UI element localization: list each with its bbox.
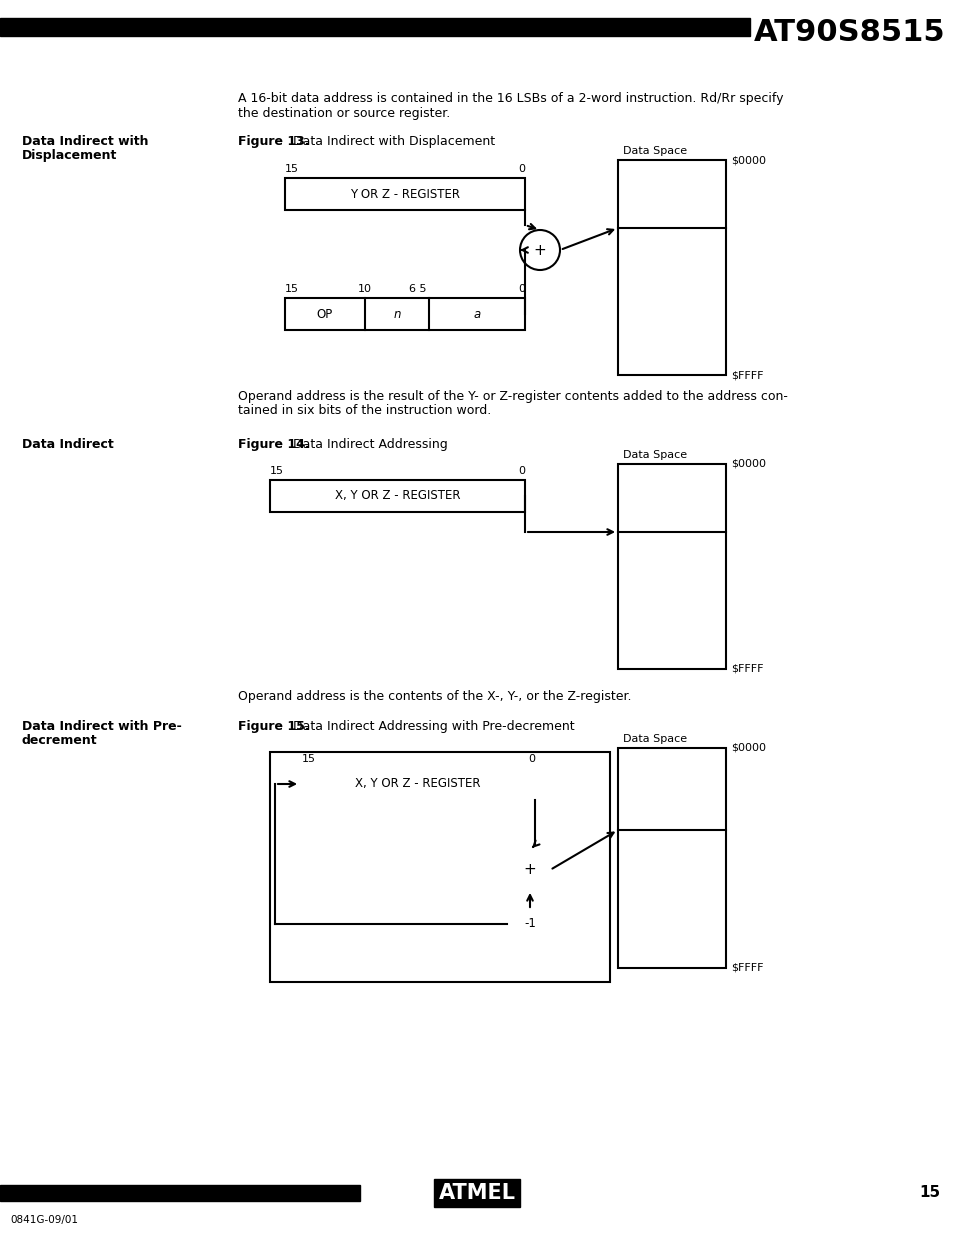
Text: Figure 14.: Figure 14. — [237, 438, 310, 451]
Text: X, Y OR Z - REGISTER: X, Y OR Z - REGISTER — [335, 489, 459, 503]
Text: Operand address is the result of the Y- or Z-register contents added to the addr: Operand address is the result of the Y- … — [237, 390, 787, 403]
Bar — [299, 768, 535, 800]
Text: decrement: decrement — [22, 734, 97, 747]
Text: the destination or source register.: the destination or source register. — [237, 107, 450, 120]
Text: Operand address is the contents of the X-, Y-, or the Z-register.: Operand address is the contents of the X… — [237, 690, 631, 703]
Bar — [285, 178, 524, 210]
Text: A 16-bit data address is contained in the 16 LSBs of a 2-word instruction. Rd/Rr: A 16-bit data address is contained in th… — [237, 91, 782, 105]
Text: 15: 15 — [302, 755, 315, 764]
Circle shape — [519, 230, 559, 270]
Text: 0: 0 — [517, 466, 524, 475]
Bar — [0, 19, 749, 36]
Bar — [618, 161, 725, 375]
Text: Data Indirect: Data Indirect — [22, 438, 113, 451]
Text: $0000: $0000 — [730, 156, 765, 165]
Text: Displacement: Displacement — [22, 149, 117, 162]
Text: -1: -1 — [523, 918, 536, 930]
Text: Data Indirect Addressing: Data Indirect Addressing — [293, 438, 447, 451]
Bar — [618, 464, 725, 669]
Text: AT90S8515: AT90S8515 — [753, 17, 944, 47]
Text: OP: OP — [316, 308, 333, 321]
Text: ATMEL: ATMEL — [438, 1183, 515, 1203]
Text: +: + — [533, 242, 546, 258]
Text: 6 5: 6 5 — [409, 284, 427, 294]
Text: Data Space: Data Space — [622, 450, 686, 459]
Text: 0: 0 — [517, 164, 524, 174]
Text: Figure 13.: Figure 13. — [237, 135, 309, 148]
Text: Data Indirect Addressing with Pre-decrement: Data Indirect Addressing with Pre-decrem… — [293, 720, 574, 734]
Text: 15: 15 — [270, 466, 284, 475]
Text: $FFFF: $FFFF — [730, 370, 762, 380]
Bar — [270, 480, 524, 513]
Circle shape — [510, 850, 550, 890]
Text: Data Space: Data Space — [622, 146, 686, 156]
Text: 15: 15 — [918, 1186, 939, 1200]
Text: Y OR Z - REGISTER: Y OR Z - REGISTER — [350, 188, 459, 200]
Text: 0: 0 — [527, 755, 535, 764]
Bar — [270, 752, 609, 982]
Text: 15: 15 — [285, 284, 298, 294]
Bar — [618, 748, 725, 968]
Text: 0: 0 — [517, 284, 524, 294]
Text: $0000: $0000 — [730, 459, 765, 469]
Bar — [285, 298, 524, 330]
Text: +: + — [523, 862, 536, 878]
Bar — [0, 1186, 359, 1200]
Text: Data Indirect with Displacement: Data Indirect with Displacement — [293, 135, 495, 148]
Text: a: a — [473, 308, 480, 321]
Text: $0000: $0000 — [730, 743, 765, 753]
Text: tained in six bits of the instruction word.: tained in six bits of the instruction wo… — [237, 404, 491, 417]
Text: 15: 15 — [285, 164, 298, 174]
Text: Data Space: Data Space — [622, 734, 686, 743]
Text: $FFFF: $FFFF — [730, 963, 762, 973]
Text: Data Indirect with: Data Indirect with — [22, 135, 149, 148]
Text: X, Y OR Z - REGISTER: X, Y OR Z - REGISTER — [355, 778, 479, 790]
Text: Figure 15.: Figure 15. — [237, 720, 310, 734]
Text: $FFFF: $FFFF — [730, 664, 762, 674]
Text: n: n — [393, 308, 400, 321]
Text: 0841G-09/01: 0841G-09/01 — [10, 1215, 78, 1225]
Text: ATMEL: ATMEL — [438, 1183, 515, 1203]
Text: Data Indirect with Pre-: Data Indirect with Pre- — [22, 720, 182, 734]
Bar — [507, 910, 552, 939]
Text: 10: 10 — [357, 284, 372, 294]
